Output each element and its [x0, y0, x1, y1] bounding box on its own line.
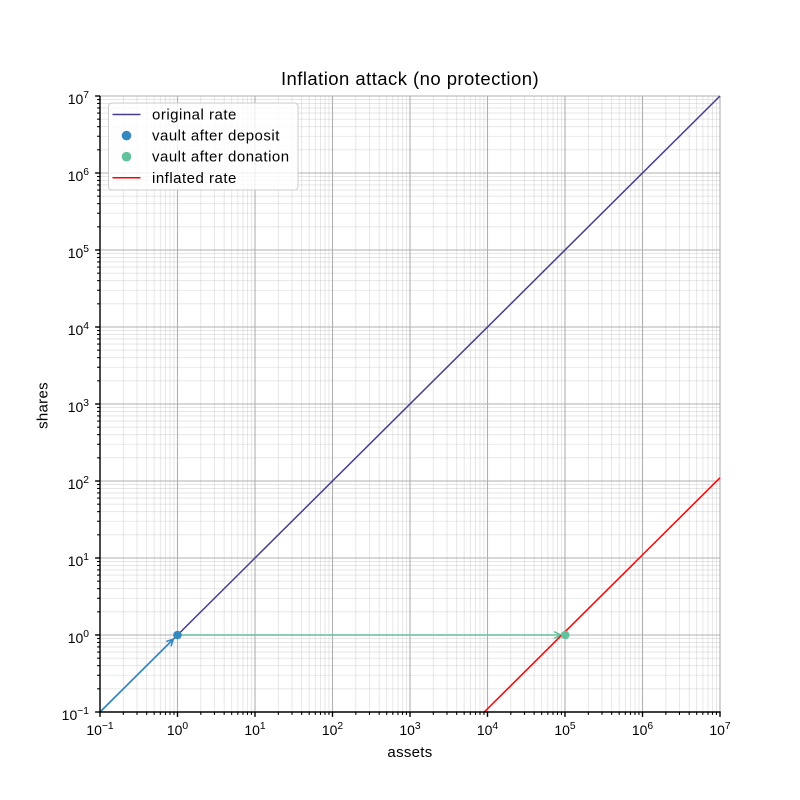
svg-text:assets: assets: [387, 744, 432, 761]
svg-text:shares: shares: [35, 382, 52, 429]
svg-text:vault after deposit: vault after deposit: [152, 128, 280, 145]
svg-text:Inflation attack (no protectio: Inflation attack (no protection): [281, 68, 539, 89]
svg-text:inflated rate: inflated rate: [152, 170, 237, 187]
svg-text:original rate: original rate: [152, 107, 237, 124]
svg-text:vault after donation: vault after donation: [152, 149, 290, 166]
